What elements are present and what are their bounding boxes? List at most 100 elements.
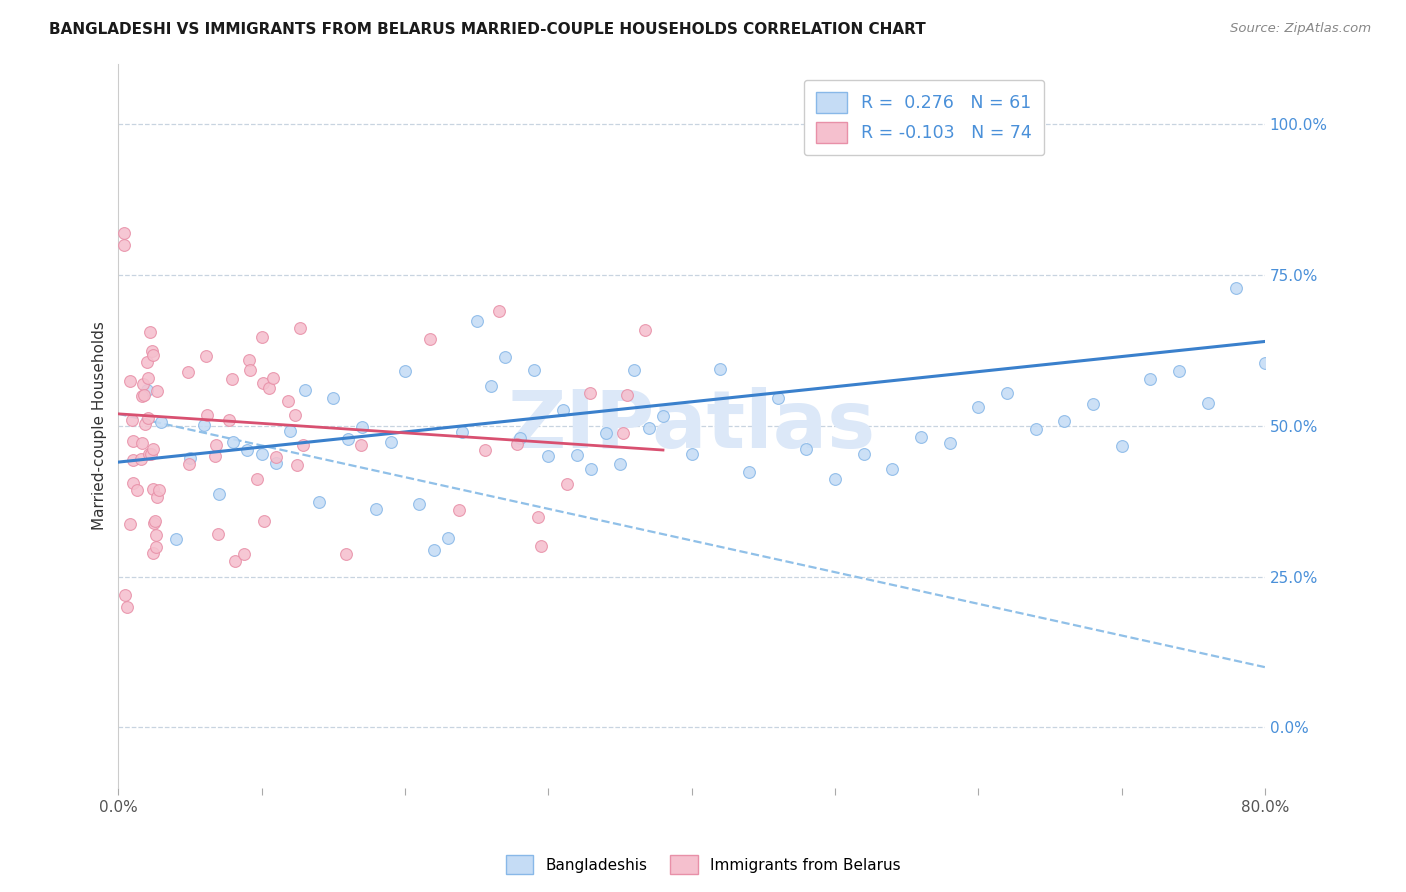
Point [488,304,510,318]
Point [146,384,169,398]
Point [177,365,200,379]
Point [129,451,152,466]
Point [551,402,574,417]
Point [352,420,374,434]
Point [1340,117,1362,131]
Point [139,447,162,461]
Point [122,453,145,467]
Point [1254,356,1277,370]
Point [112,238,135,252]
Point [322,391,344,405]
Point [250,330,273,344]
Point [114,588,136,602]
Point [1025,422,1047,436]
Point [134,388,156,402]
Point [246,472,269,486]
Point [233,547,256,561]
Point [284,408,307,422]
Point [465,314,488,328]
Point [194,349,217,363]
Point [938,435,960,450]
Point [143,516,166,530]
Point [112,226,135,240]
Point [132,377,155,392]
Point [264,450,287,465]
Point [221,372,243,386]
Point [143,514,166,528]
Point [118,374,141,388]
Point [179,451,201,466]
Point [308,495,330,509]
Point [131,389,153,403]
Point [494,350,516,364]
Point [141,483,163,497]
Point [136,355,159,369]
Point [142,348,165,362]
Point [150,415,173,429]
Point [555,477,578,491]
Point [652,409,675,424]
Point [595,425,617,440]
Point [506,437,529,451]
Point [437,531,460,545]
Point [681,447,703,461]
Legend: R =  0.276   N = 61, R = -0.103   N = 74: R = 0.276 N = 61, R = -0.103 N = 74 [804,80,1045,155]
Point [530,539,553,553]
Point [292,437,315,451]
Point [882,462,904,476]
Point [1282,409,1305,423]
Point [288,321,311,335]
Point [581,462,603,476]
Text: Source: ZipAtlas.com: Source: ZipAtlas.com [1230,22,1371,36]
Point [709,362,731,376]
Point [1225,280,1247,294]
Point [509,431,531,445]
Point [193,417,215,432]
Point [145,528,167,542]
Point [252,376,274,390]
Point [824,472,846,486]
Point [578,385,600,400]
Point [523,363,546,377]
Point [285,458,308,473]
Point [208,487,231,501]
Point [224,554,246,568]
Point [145,541,167,555]
Point [1197,396,1219,410]
Point [195,409,218,423]
Point [142,546,165,560]
Point [136,370,159,384]
Point [852,447,875,461]
Point [474,443,496,458]
Text: ZIPatlas: ZIPatlas [508,387,876,465]
Point [253,514,276,528]
Point [222,435,245,450]
Point [794,442,817,457]
Point [238,352,260,367]
Point [239,363,262,377]
Point [136,410,159,425]
Point [447,503,470,517]
Point [422,543,444,558]
Point [419,332,441,346]
Point [1167,364,1189,378]
Point [142,442,165,457]
Point [136,383,159,397]
Text: BANGLADESHI VS IMMIGRANTS FROM BELARUS MARRIED-COUPLE HOUSEHOLDS CORRELATION CHA: BANGLADESHI VS IMMIGRANTS FROM BELARUS M… [49,22,927,37]
Point [350,437,373,451]
Point [141,344,163,359]
Point [117,599,139,614]
Point [127,483,149,497]
Point [634,323,657,337]
Point [148,483,170,498]
Point [257,381,280,395]
Point [637,421,659,435]
Point [967,401,990,415]
Point [280,424,302,438]
Point [250,447,273,461]
Point [995,386,1018,401]
Point [121,413,143,427]
Point [766,391,789,405]
Point [738,465,761,479]
Point [277,394,299,409]
